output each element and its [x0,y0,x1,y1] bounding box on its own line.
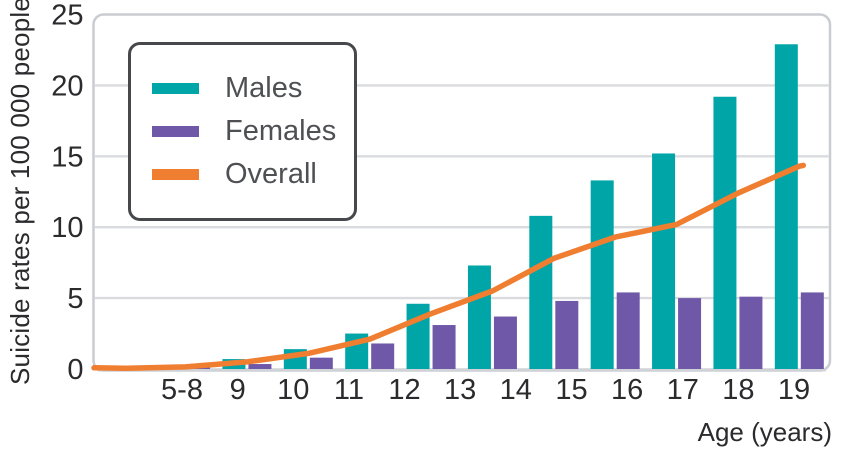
females-swatch [152,126,199,137]
x-tick-label-9: 9 [230,374,246,406]
legend-label-females: Females [225,115,337,147]
y-tick-label-15: 15 [51,141,83,173]
x-tick-label-13: 13 [444,374,476,406]
x-tick-label-16: 16 [611,374,643,406]
overall-swatch [152,169,199,180]
x-tick-label-11: 11 [334,374,364,406]
bar-females-11 [309,357,333,369]
y-tick-label-10: 10 [51,212,83,244]
x-tick-label-15: 15 [555,374,587,406]
legend-row-overall: Overall [131,153,354,196]
bar-females-18 [739,296,763,369]
y-tick-label-20: 20 [51,70,83,102]
bar-females-10 [248,364,272,369]
legend-label-overall: Overall [225,158,317,190]
bar-males-17 [652,153,676,369]
bar-females-19 [800,292,824,369]
bar-females-15 [555,300,579,369]
x-tick-label-18: 18 [722,374,754,406]
x-tick-label-5-8: 5-8 [161,374,203,406]
bar-males-16 [590,180,614,369]
x-tick-label-17: 17 [667,374,699,406]
bar-females-14 [493,316,517,369]
y-tick-label-0: 0 [67,354,83,386]
males-swatch [152,83,199,94]
bar-females-16 [616,292,640,369]
legend-label-males: Males [225,72,303,104]
legend-box: Males Females Overall [128,42,357,221]
bar-males-14 [467,265,491,369]
x-tick-label-10: 10 [277,374,309,406]
bar-females-17 [678,298,702,369]
legend-row-males: Males [131,67,354,110]
x-tick-label-19: 19 [778,374,810,406]
bar-females-12 [371,343,395,369]
y-tick-label-5: 5 [67,283,83,315]
x-tick-label-12: 12 [388,374,420,406]
bar-males-18 [713,96,737,369]
bar-males-19 [774,44,798,369]
x-axis-title: Age (years) [697,417,832,447]
bar-males-15 [529,215,553,369]
overall-line [91,162,807,372]
bar-females-13 [432,325,456,369]
legend-row-females: Females [131,110,354,153]
x-tick-label-14: 14 [500,374,532,406]
y-tick-label-25: 25 [51,0,83,32]
